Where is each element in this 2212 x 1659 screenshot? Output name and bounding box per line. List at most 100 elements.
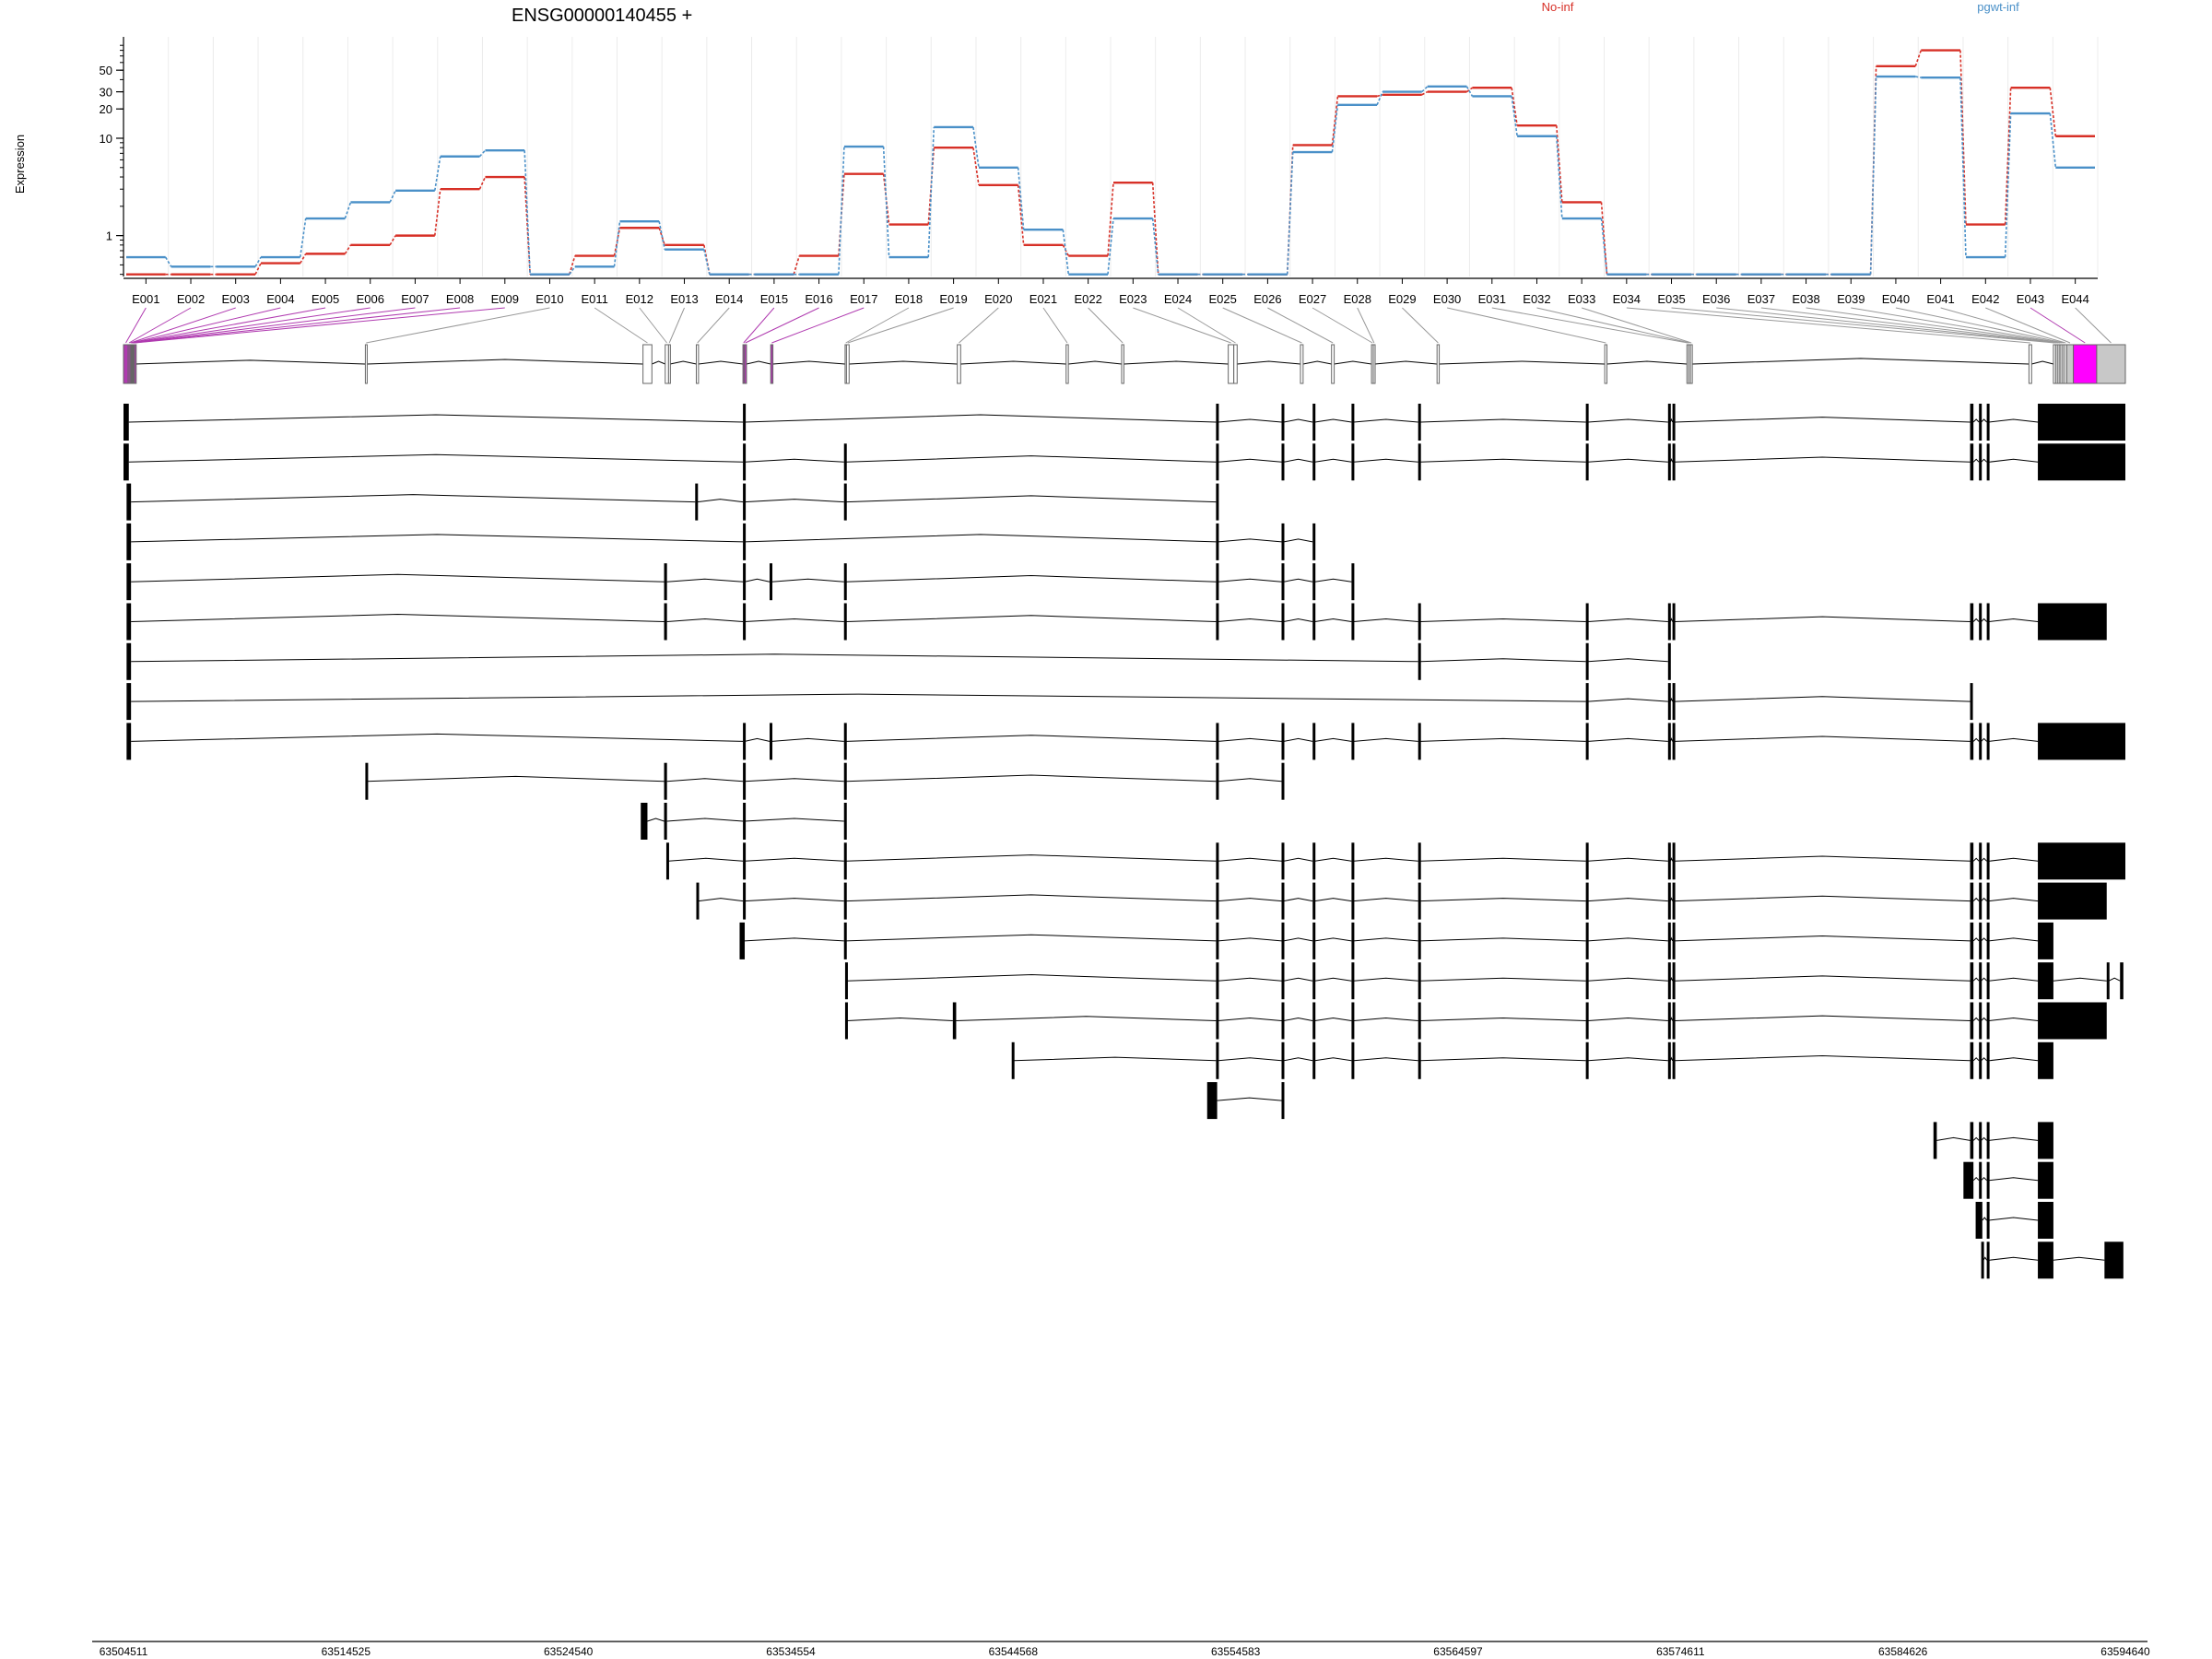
exon-connector xyxy=(366,307,550,344)
transcript-intron xyxy=(846,575,1217,582)
transcript-15 xyxy=(844,962,2124,1000)
exon-bin-label: E007 xyxy=(401,292,429,306)
model-exon xyxy=(744,344,747,384)
transcript-intron xyxy=(1588,857,1668,862)
model-exon xyxy=(2073,344,2098,384)
transcript-22 xyxy=(1981,1241,2124,1279)
transcript-intron xyxy=(1218,1017,1282,1021)
transcript-exon xyxy=(1986,443,1990,481)
model-intron xyxy=(960,360,1066,365)
transcript-9 xyxy=(126,723,2125,760)
exon-bin-label: E030 xyxy=(1433,292,1461,306)
transcript-intron xyxy=(1675,855,1971,862)
transcript-exon xyxy=(1312,603,1316,641)
transcript-exon xyxy=(641,803,648,840)
transcript-exon xyxy=(770,723,773,760)
transcript-exon xyxy=(1986,842,1990,880)
transcript-intron xyxy=(744,898,844,902)
transcript-exon xyxy=(1585,882,1589,920)
transcript-intron xyxy=(1283,857,1313,862)
transcript-exon xyxy=(1418,1041,1421,1079)
transcript-intron xyxy=(846,934,1217,942)
value-connector xyxy=(1421,86,1429,93)
vertical-gridlines xyxy=(123,37,2099,276)
transcript-exon xyxy=(1672,404,1676,441)
transcript-exon xyxy=(1312,1002,1316,1040)
transcript-intron xyxy=(698,898,744,902)
model-intron xyxy=(1124,360,1229,365)
exon-connector xyxy=(133,307,416,344)
model-exon xyxy=(1372,344,1376,384)
model-intron xyxy=(1374,360,1438,365)
transcript-exon xyxy=(2038,882,2107,920)
transcript-exon xyxy=(1351,1002,1355,1040)
exon-bin-label: E039 xyxy=(1837,292,1865,306)
model-exon xyxy=(770,344,774,384)
transcript-intron xyxy=(1353,618,1418,622)
value-connector xyxy=(1107,218,1114,275)
transcript-exon xyxy=(1312,404,1316,441)
exon-bin-label: E037 xyxy=(1747,292,1775,306)
transcript-intron xyxy=(1988,937,2039,942)
transcript-exon xyxy=(1281,603,1285,641)
transcript-exon xyxy=(1216,443,1219,481)
transcript-exon xyxy=(665,842,669,880)
transcript-intron xyxy=(131,693,1586,702)
value-connector xyxy=(389,235,396,246)
exon-bin-label: E022 xyxy=(1074,292,1101,306)
transcript-exon xyxy=(1281,1041,1285,1079)
value-connector xyxy=(1331,96,1339,146)
transcript-exon xyxy=(1970,443,1974,481)
y-axis-label: Expression xyxy=(13,135,27,194)
transcript-exon xyxy=(2038,1202,2053,1239)
transcript-intron xyxy=(1981,1017,1987,1021)
transcript-intron xyxy=(847,974,1217,982)
transcript-exon xyxy=(770,563,773,601)
transcript-intron xyxy=(131,613,665,622)
transcript-intron xyxy=(1353,857,1418,862)
transcript-intron xyxy=(846,735,1217,742)
transcript-intron xyxy=(1988,1217,2039,1221)
model-intron xyxy=(135,359,366,365)
value-connector xyxy=(344,202,352,219)
transcript-intron xyxy=(1420,898,1586,902)
exon-bin-label: E020 xyxy=(984,292,1012,306)
transcript-exon xyxy=(739,922,746,959)
transcript-intron xyxy=(1420,618,1586,622)
transcript-exon xyxy=(1216,922,1219,959)
transcript-intron xyxy=(1972,737,1980,742)
transcript-exon xyxy=(1986,962,1990,1000)
exon-connector xyxy=(1716,307,2057,344)
transcript-exon xyxy=(743,842,747,880)
transcript-exon xyxy=(1970,404,1974,441)
transcript-16 xyxy=(844,1002,2107,1040)
model-exon xyxy=(1331,344,1335,384)
value-connector xyxy=(389,190,396,203)
transcript-exon xyxy=(1312,882,1316,920)
transcript-exon xyxy=(843,882,847,920)
transcript-intron xyxy=(1972,897,1980,901)
transcript-exon xyxy=(2120,962,2124,1000)
model-exon xyxy=(1121,344,1124,384)
transcript-intron xyxy=(1218,937,1282,942)
transcript-intron xyxy=(1353,418,1418,423)
transcript-intron xyxy=(1314,937,1352,942)
transcript-exon xyxy=(1979,603,1983,641)
transcript-3 xyxy=(126,483,1219,521)
value-connector xyxy=(658,228,665,246)
exon-bin-label: E036 xyxy=(1702,292,1730,306)
value-connector xyxy=(1556,125,1563,203)
transcript-intron xyxy=(1936,1136,1971,1141)
transcript-exon xyxy=(1216,603,1219,641)
y-tick-label: 20 xyxy=(100,102,112,116)
value-connector xyxy=(838,147,845,275)
transcript-intron xyxy=(1675,616,1971,622)
x-axis-exon-bins: E001 E002 E003 E004 E005 E006 E007 E008 E009 E010… xyxy=(124,277,2098,306)
transcript-exon xyxy=(2038,723,2125,760)
exon-connector xyxy=(847,307,954,344)
transcript-exon xyxy=(1216,1041,1219,1079)
transcript-exon xyxy=(1986,882,1990,920)
transcript-intron xyxy=(1588,937,1668,942)
transcript-17 xyxy=(1011,1041,2053,1079)
exon-bin-label: E044 xyxy=(2061,292,2088,306)
